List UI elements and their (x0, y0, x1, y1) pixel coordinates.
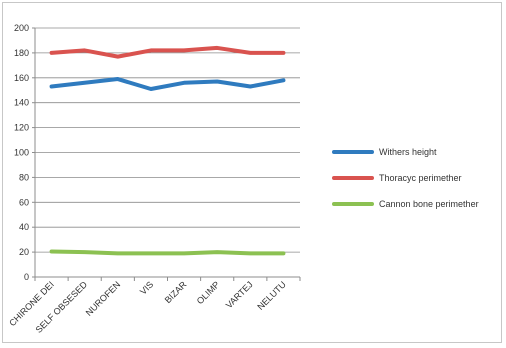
data-point (182, 48, 186, 52)
data-point (281, 78, 285, 82)
data-point (116, 251, 120, 255)
data-point (281, 51, 285, 55)
axes (32, 27, 301, 281)
data-point (281, 251, 285, 255)
y-axis-tick-labels: 0 20 40 60 80 100 120 140 160 180 200 (14, 23, 29, 282)
y-tick-label: 180 (14, 48, 29, 58)
y-tick-label: 160 (14, 73, 29, 83)
data-point (116, 55, 120, 59)
chart-frame: 0 20 40 60 80 100 120 140 160 180 200 CHIRONE DEI S… (2, 2, 502, 343)
x-tick-label: OLIMP (195, 279, 222, 306)
data-point (50, 249, 54, 253)
y-tick-label: 20 (19, 247, 29, 257)
y-tick-label: 200 (14, 23, 29, 33)
x-tick-label: VIS (138, 279, 155, 296)
data-point (50, 85, 54, 89)
series-line-1 (49, 45, 286, 59)
y-tick-label: 100 (14, 148, 29, 158)
data-point (149, 87, 153, 91)
gridlines (35, 27, 300, 253)
data-point (50, 51, 54, 55)
data-point (149, 48, 153, 52)
series-line-2 (49, 249, 286, 256)
x-tick-label: BIZAR (163, 279, 189, 305)
data-point (182, 251, 186, 255)
x-tick-label: NELUTU (255, 279, 288, 312)
legend-label: Withers height (379, 147, 437, 157)
data-point (248, 85, 252, 89)
data-point (83, 81, 87, 85)
data-point (248, 51, 252, 55)
x-tick-label: NUROFEN (84, 279, 123, 318)
legend: Withers height Thoracyc perimether Cannon … (332, 147, 479, 209)
y-tick-label: 40 (19, 222, 29, 232)
legend-label: Thoracyc perimether (379, 173, 462, 183)
data-point (83, 250, 87, 254)
data-point (215, 46, 219, 50)
y-tick-label: 120 (14, 123, 29, 133)
data-point (149, 251, 153, 255)
y-tick-label: 0 (24, 272, 29, 282)
y-tick-label: 140 (14, 98, 29, 108)
data-point (116, 77, 120, 81)
data-point (182, 81, 186, 85)
legend-label: Cannon bone perimether (379, 199, 479, 209)
series-lines (49, 45, 286, 256)
series-line-0 (49, 77, 286, 92)
data-point (248, 251, 252, 255)
x-tick-label: VARTEJ (224, 279, 255, 310)
data-point (215, 80, 219, 84)
y-tick-label: 60 (19, 197, 29, 207)
y-tick-label: 80 (19, 172, 29, 182)
data-point (83, 48, 87, 52)
data-point (215, 250, 219, 254)
